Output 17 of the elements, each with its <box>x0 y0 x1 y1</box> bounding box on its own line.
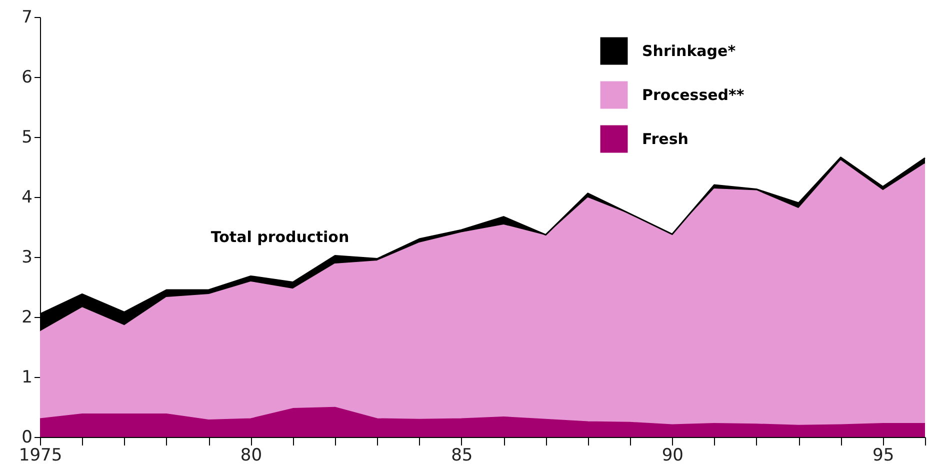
y-tick-label: 1 <box>22 368 32 388</box>
legend-label: Processed** <box>642 86 744 104</box>
y-tick-label: 5 <box>22 128 32 148</box>
y-tick-label: 6 <box>22 68 32 88</box>
legend-label: Shrinkage* <box>642 42 736 60</box>
y-tick-label: 0 <box>22 428 32 448</box>
y-tick-label: 7 <box>22 8 32 28</box>
legend-label: Fresh <box>642 130 688 148</box>
x-tick-label: 85 <box>451 446 473 466</box>
annotation: Total production <box>210 228 350 246</box>
y-tick-label: 3 <box>22 248 32 268</box>
x-tick-label: 95 <box>872 446 894 466</box>
x-tick-label: 80 <box>240 446 262 466</box>
x-tick-label: 90 <box>662 446 684 466</box>
x-tick-label: 1975 <box>18 446 62 466</box>
y-tick-label: 2 <box>22 308 32 328</box>
y-tick-label: 4 <box>22 188 32 208</box>
